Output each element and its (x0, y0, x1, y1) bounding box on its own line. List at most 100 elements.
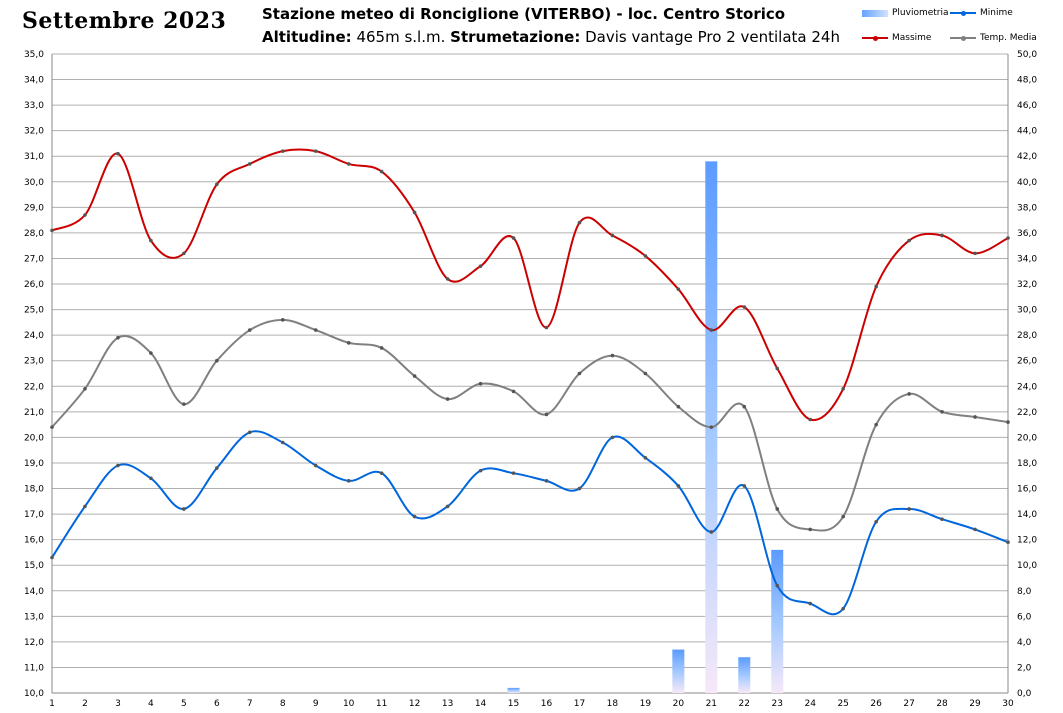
y-right-tick-label: 2,0 (1017, 663, 1032, 673)
y-left-tick-label: 22,0 (24, 382, 44, 392)
instrument-label: Strumetazione: (450, 28, 581, 46)
series-mean-point (313, 328, 318, 332)
x-tick-label: 3 (115, 699, 121, 709)
x-tick-label: 22 (739, 699, 750, 709)
series-min-point (841, 606, 845, 611)
legend-mean: Temp. Media (950, 33, 1037, 43)
series-mean-point (709, 425, 714, 429)
series-max-point (907, 238, 911, 243)
rain-bar (672, 649, 685, 693)
series-mean-point (577, 371, 582, 376)
station-title: Stazione meteo di Ronciglione (VITERBO) … (262, 5, 786, 23)
y-left-tick-label: 23,0 (24, 357, 44, 367)
legend-mean-swatch (950, 34, 976, 42)
instrument-value: Davis vantage Pro 2 ventilata 24h (585, 28, 840, 46)
series-min-point (83, 504, 87, 509)
series-min-point (676, 484, 681, 488)
series-min-point (973, 527, 977, 532)
series-min-point (907, 507, 911, 511)
altitude-label: Altitudine: (262, 28, 352, 46)
y-right-tick-label: 16,0 (1017, 485, 1037, 495)
x-tick-label: 30 (1002, 699, 1014, 709)
rain-bar (771, 549, 784, 693)
y-left-tick-label: 21,0 (24, 408, 44, 418)
series-max-point (742, 305, 747, 309)
series-mean-point (742, 404, 747, 409)
x-tick-label: 6 (214, 699, 220, 709)
y-left-tick-label: 19,0 (24, 459, 44, 469)
series-max-point (445, 277, 450, 281)
series-max-point (215, 182, 219, 187)
series-min-point (643, 456, 648, 460)
y-right-tick-label: 30,0 (1017, 306, 1037, 316)
x-tick-label: 29 (969, 699, 981, 709)
y-left-tick-label: 12,0 (24, 638, 44, 648)
series-min-point (215, 466, 219, 470)
series-mean-point (247, 328, 252, 332)
y-right-tick-label: 40,0 (1017, 178, 1037, 188)
station-details: Altitudine: 465m s.l.m. Strumetazione: D… (262, 28, 840, 46)
y-right-tick-label: 26,0 (1017, 357, 1037, 367)
y-left-tick-label: 24,0 (24, 331, 44, 341)
series-min-point (379, 471, 384, 475)
series-min-point (544, 479, 549, 483)
y-left-tick-label: 27,0 (24, 254, 44, 264)
y-right-tick-label: 20,0 (1017, 433, 1037, 443)
y-right-tick-label: 46,0 (1017, 101, 1037, 111)
y-right-tick-label: 0,0 (1017, 689, 1032, 699)
series-max-point (116, 151, 120, 156)
y-right-tick-label: 32,0 (1017, 280, 1037, 290)
series-mean-point (215, 358, 219, 363)
legend-rain-label: Pluviometria (892, 8, 949, 18)
series-max-point (379, 169, 384, 174)
y-right-tick-label: 4,0 (1017, 638, 1032, 648)
x-tick-label: 16 (541, 699, 553, 709)
x-tick-label: 13 (442, 699, 453, 709)
y-left-tick-label: 10,0 (24, 689, 44, 699)
y-right-tick-label: 34,0 (1017, 254, 1037, 264)
legend-min: Minime (950, 8, 1013, 18)
series-max-point (973, 251, 977, 256)
altitude-value: 465m s.l.m. (356, 28, 446, 46)
series-mean-point (841, 514, 845, 519)
series-min-point (940, 517, 944, 521)
legend-rain-swatch (862, 9, 888, 17)
y-right-tick-label: 8,0 (1017, 587, 1032, 597)
x-tick-label: 21 (706, 699, 717, 709)
series-max-point (610, 233, 615, 238)
series-max-point (1006, 236, 1010, 240)
y-left-tick-label: 25,0 (24, 306, 44, 316)
y-left-tick-label: 32,0 (24, 127, 44, 137)
y-left-tick-label: 15,0 (24, 561, 44, 571)
x-tick-label: 7 (247, 699, 253, 709)
series-mean-point (412, 374, 417, 378)
series-min-point (1006, 540, 1010, 544)
series-min-point (116, 463, 120, 468)
y-right-tick-label: 10,0 (1017, 561, 1037, 571)
series-min-point (50, 555, 54, 560)
x-tick-label: 27 (903, 699, 914, 709)
series-min-point (808, 601, 813, 606)
y-left-tick-label: 26,0 (24, 280, 44, 290)
series-mean-point (676, 404, 681, 409)
y-right-tick-label: 48,0 (1017, 76, 1037, 86)
rain-bar (738, 657, 751, 693)
series-max-point (280, 149, 285, 153)
y-right-tick-label: 24,0 (1017, 382, 1037, 392)
x-tick-label: 11 (376, 699, 387, 709)
series-mean-point (445, 397, 450, 401)
y-right-tick-label: 18,0 (1017, 459, 1037, 469)
series-max-point (643, 254, 648, 258)
y-left-tick-label: 34,0 (24, 76, 44, 86)
series-max-point (83, 213, 87, 217)
series-mean-point (874, 422, 878, 427)
series-min-point (445, 504, 450, 509)
series-min-point (775, 583, 780, 588)
y-right-tick-label: 22,0 (1017, 408, 1037, 418)
series-max-line (51, 148, 1009, 422)
y-right-tick-label: 50,0 (1017, 50, 1037, 60)
y-left-tick-label: 11,0 (24, 663, 44, 673)
y-left-tick-label: 14,0 (24, 587, 44, 597)
